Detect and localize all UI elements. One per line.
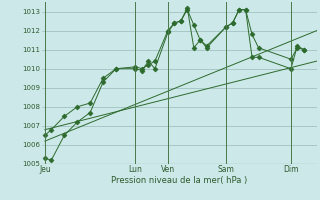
- X-axis label: Pression niveau de la mer( hPa ): Pression niveau de la mer( hPa ): [111, 176, 247, 185]
